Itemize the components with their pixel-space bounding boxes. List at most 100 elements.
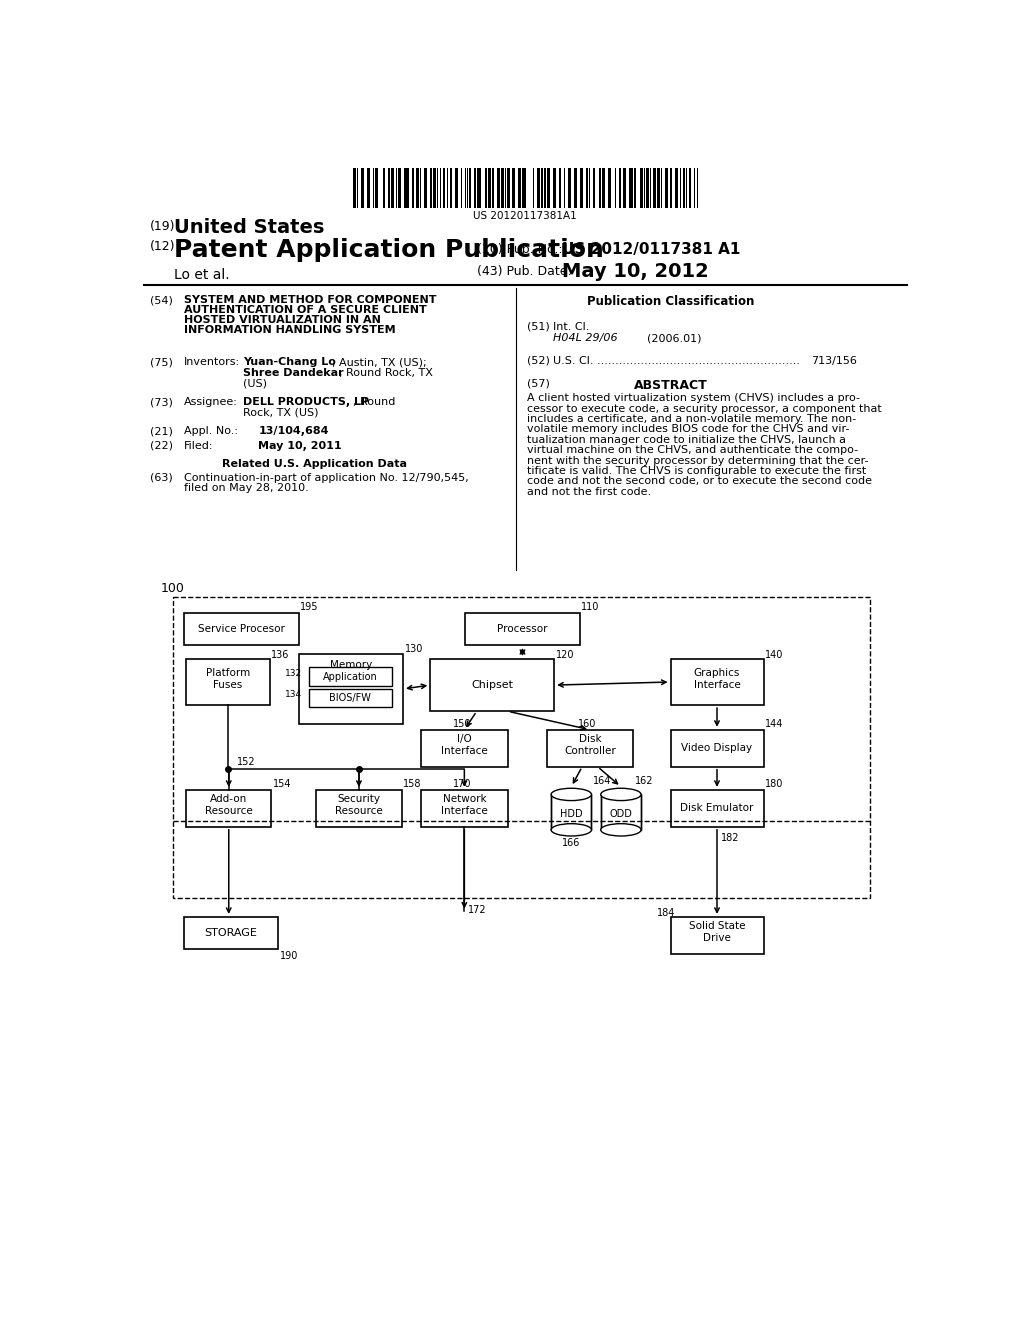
Bar: [512, 168, 515, 207]
Bar: [465, 612, 580, 645]
Text: Application: Application: [323, 672, 378, 681]
Bar: [670, 168, 672, 207]
Text: H04L 29/06: H04L 29/06: [553, 333, 617, 343]
Bar: [308, 689, 392, 708]
Text: Security
Resource: Security Resource: [335, 795, 383, 816]
Bar: [383, 168, 385, 207]
Text: 13/104,684: 13/104,684: [258, 426, 329, 437]
Text: Publication Classification: Publication Classification: [587, 296, 755, 309]
Text: tificate is valid. The CHVS is configurable to execute the first: tificate is valid. The CHVS is configura…: [527, 466, 866, 477]
Text: US 20120117381A1: US 20120117381A1: [473, 211, 577, 220]
Text: 132: 132: [286, 669, 302, 678]
Bar: [554, 168, 556, 207]
Bar: [680, 168, 681, 207]
Text: 713/156: 713/156: [811, 355, 856, 366]
Text: Continuation-in-part of application No. 12/790,545,: Continuation-in-part of application No. …: [183, 473, 469, 483]
Bar: [563, 168, 565, 207]
Text: 134: 134: [286, 690, 302, 700]
Text: United States: United States: [174, 218, 325, 238]
Text: Network
Interface: Network Interface: [441, 795, 487, 816]
Text: 120: 120: [556, 649, 574, 660]
Bar: [599, 168, 601, 207]
Ellipse shape: [601, 788, 641, 800]
Text: (51): (51): [527, 322, 550, 331]
Text: cessor to execute code, a security processor, a component that: cessor to execute code, a security proce…: [527, 404, 882, 413]
Text: 136: 136: [271, 649, 290, 660]
Text: filed on May 28, 2010.: filed on May 28, 2010.: [183, 483, 308, 492]
Bar: [505, 168, 506, 207]
Text: 130: 130: [404, 644, 423, 655]
Bar: [316, 789, 401, 826]
Bar: [493, 168, 494, 207]
Bar: [601, 795, 641, 830]
Text: SYSTEM AND METHOD FOR COMPONENT: SYSTEM AND METHOD FOR COMPONENT: [183, 296, 436, 305]
Text: , Round Rock, TX: , Round Rock, TX: [339, 368, 433, 378]
Text: 162: 162: [635, 776, 653, 785]
Text: 166: 166: [562, 837, 581, 847]
Text: 100: 100: [161, 582, 184, 595]
Bar: [406, 168, 409, 207]
Text: Service Procesor: Service Procesor: [198, 624, 285, 634]
Bar: [299, 653, 403, 725]
Bar: [689, 168, 691, 207]
Ellipse shape: [551, 788, 592, 800]
Text: HDD: HDD: [560, 809, 583, 820]
Text: DELL PRODUCTS, LP: DELL PRODUCTS, LP: [243, 397, 369, 407]
Text: 144: 144: [765, 719, 783, 729]
Bar: [474, 168, 476, 207]
Bar: [586, 168, 588, 207]
Text: Processor: Processor: [498, 624, 548, 634]
Text: HOSTED VIRTUALIZATION IN AN: HOSTED VIRTUALIZATION IN AN: [183, 315, 381, 326]
Ellipse shape: [551, 824, 592, 836]
Bar: [469, 168, 471, 207]
Text: (21): (21): [150, 426, 173, 437]
Bar: [568, 168, 571, 207]
Text: (2006.01): (2006.01): [647, 333, 701, 343]
Text: 158: 158: [403, 779, 422, 789]
Bar: [421, 730, 508, 767]
Text: (75): (75): [150, 358, 173, 367]
Bar: [683, 168, 685, 207]
Bar: [478, 168, 481, 207]
Text: 172: 172: [468, 906, 486, 915]
Bar: [375, 168, 378, 207]
Text: 164: 164: [593, 776, 611, 785]
Bar: [665, 168, 669, 207]
Text: (57): (57): [527, 379, 550, 388]
Bar: [671, 789, 764, 826]
Bar: [352, 168, 356, 207]
Bar: [630, 168, 633, 207]
Text: volatile memory includes BIOS code for the CHVS and vir-: volatile memory includes BIOS code for t…: [527, 425, 850, 434]
Bar: [430, 168, 432, 207]
Text: I/O
Interface: I/O Interface: [441, 734, 487, 756]
Bar: [574, 168, 577, 207]
Text: May 10, 2011: May 10, 2011: [258, 441, 342, 451]
Text: nent with the security processor by determining that the cer-: nent with the security processor by dete…: [527, 455, 868, 466]
Bar: [432, 168, 435, 207]
Text: 195: 195: [300, 602, 318, 612]
Bar: [538, 168, 540, 207]
Text: A client hosted virtualization system (CHVS) includes a pro-: A client hosted virtualization system (C…: [527, 393, 860, 403]
Text: tualization manager code to initialize the CHVS, launch a: tualization manager code to initialize t…: [527, 434, 846, 445]
Text: AUTHENTICATION OF A SECURE CLIENT: AUTHENTICATION OF A SECURE CLIENT: [183, 305, 427, 315]
Text: Assignee:: Assignee:: [183, 397, 238, 407]
Text: (10) Pub. No.:: (10) Pub. No.:: [477, 243, 562, 256]
Text: (19): (19): [150, 220, 175, 234]
Bar: [532, 168, 535, 207]
Text: U.S. Cl. ........................................................: U.S. Cl. ...............................…: [553, 355, 800, 366]
Bar: [308, 668, 392, 686]
Bar: [547, 168, 550, 207]
Ellipse shape: [601, 824, 641, 836]
Bar: [356, 168, 358, 207]
Text: Disk
Controller: Disk Controller: [564, 734, 615, 756]
Text: 190: 190: [280, 950, 298, 961]
Bar: [186, 659, 270, 705]
Bar: [430, 659, 554, 711]
Bar: [601, 795, 641, 830]
Text: Chipset: Chipset: [471, 680, 513, 690]
Text: BIOS/FW: BIOS/FW: [330, 693, 372, 704]
Bar: [501, 168, 504, 207]
Text: Rock, TX (US): Rock, TX (US): [243, 407, 318, 417]
Bar: [507, 168, 510, 207]
Bar: [559, 168, 561, 207]
